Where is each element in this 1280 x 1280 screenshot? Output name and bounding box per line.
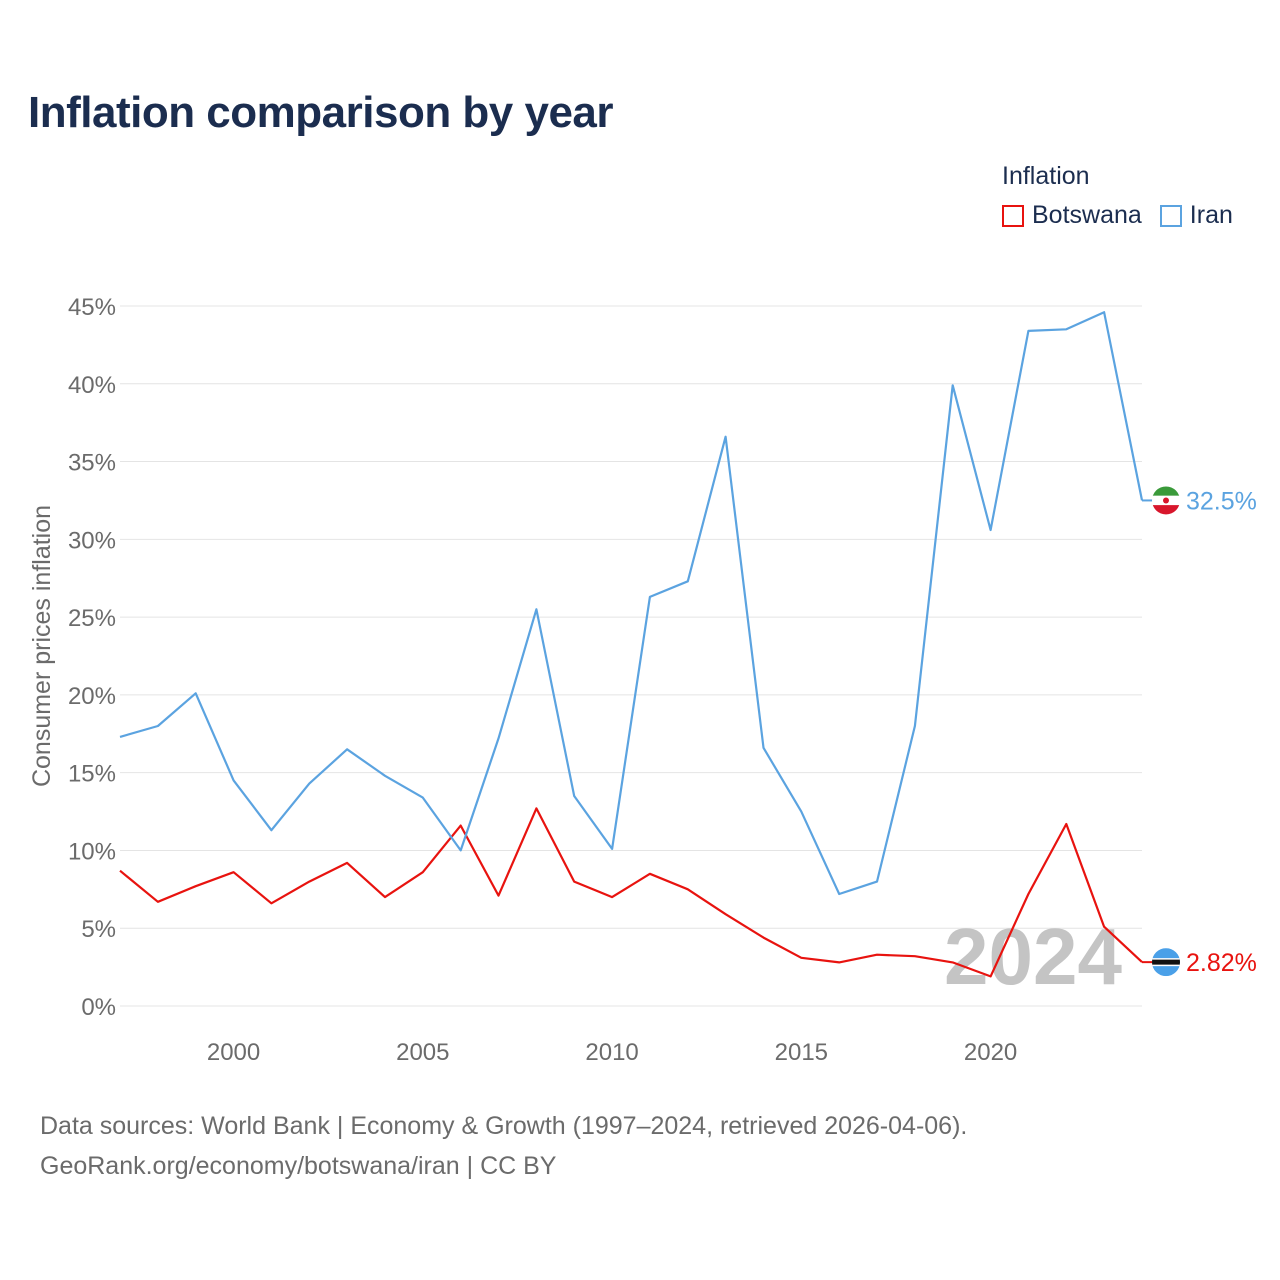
series-line-iran: [119, 311, 1144, 896]
x-tick-label: 2005: [396, 1039, 449, 1066]
legend-title: Inflation: [1002, 162, 1090, 190]
year-watermark: 2024: [944, 912, 1122, 1001]
legend-swatch-iran: [1159, 204, 1182, 227]
y-tick-label: 25%: [68, 605, 116, 632]
footer-link[interactable]: GeoRank.org/economy/botswana/iran | CC B…: [40, 1152, 557, 1180]
x-tick-label: 2020: [964, 1039, 1017, 1066]
y-tick-label: 35%: [68, 450, 116, 477]
y-tick-label: 45%: [68, 294, 116, 321]
y-tick-label: 15%: [68, 761, 116, 788]
y-tick-label: 20%: [68, 683, 116, 710]
footer-sources: Data sources: World Bank | Economy & Gro…: [40, 1112, 968, 1140]
botswana-flag-icon: [1152, 948, 1180, 977]
y-tick-label: 5%: [81, 916, 116, 943]
y-tick-label: 10%: [68, 838, 116, 865]
y-tick-label: 30%: [68, 527, 116, 554]
x-tick-label: 2000: [207, 1039, 260, 1066]
legend-label-botswana: Botswana: [1032, 201, 1142, 229]
legend: Inflation Botswana Iran: [1002, 162, 1233, 230]
series-line-botswana: [119, 807, 1143, 978]
iran-flag-icon: [1152, 486, 1180, 515]
legend-label-iran: Iran: [1189, 201, 1233, 229]
x-tick-label: 2010: [585, 1039, 638, 1066]
legend-item-iran[interactable]: Iran: [1159, 201, 1233, 230]
end-label-iran: 32.5%: [1186, 487, 1257, 515]
chart-title: Inflation comparison by year: [28, 88, 614, 137]
legend-item-botswana[interactable]: Botswana: [1002, 201, 1142, 230]
footer: Data sources: World Bank | Economy & Gro…: [40, 1106, 967, 1186]
y-axis-title: Consumer prices inflation: [28, 505, 56, 787]
y-tick-label: 40%: [68, 372, 116, 399]
legend-swatch-botswana: [1002, 204, 1024, 227]
y-tick-label: 0%: [81, 994, 116, 1021]
x-tick-label: 2015: [775, 1039, 828, 1066]
end-label-botswana: 2.82%: [1186, 949, 1257, 977]
